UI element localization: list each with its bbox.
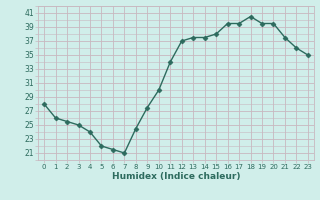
X-axis label: Humidex (Indice chaleur): Humidex (Indice chaleur): [112, 172, 240, 181]
